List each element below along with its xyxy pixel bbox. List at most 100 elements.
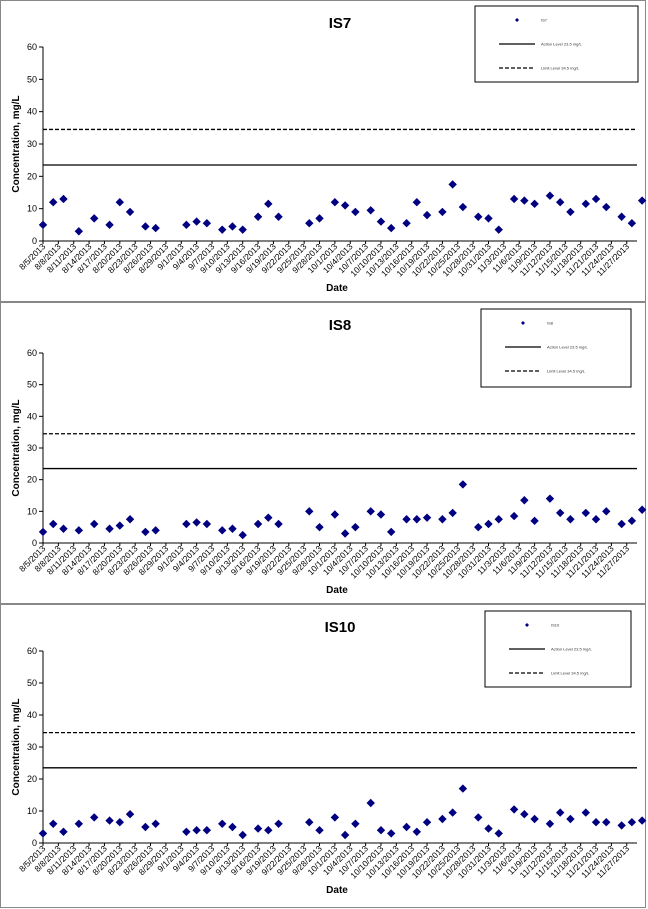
data-point [238, 225, 247, 234]
x-axis-label: Date [326, 885, 348, 896]
data-point [125, 515, 135, 524]
data-point [351, 207, 360, 217]
data-point [38, 220, 48, 230]
data-point [115, 198, 125, 207]
data-point [192, 217, 201, 226]
data-point [458, 480, 468, 489]
data-point [90, 214, 99, 223]
data-point [305, 507, 314, 516]
data-point [474, 813, 483, 822]
y-tick-label: 20 [27, 171, 37, 181]
data-point [591, 194, 601, 204]
data-point [238, 830, 247, 840]
data-point [253, 519, 263, 529]
chart-panel-is7: IS7 0 10 20 30 40 50 60 Concentration, mg/L 8/5/2… [0, 0, 647, 302]
data-point [555, 198, 565, 207]
data-point [637, 196, 647, 205]
legend-marker-swatch [521, 321, 525, 325]
data-point [581, 808, 590, 817]
data-point [192, 518, 201, 527]
data-point [340, 529, 350, 538]
data-point [591, 515, 601, 524]
legend-entry-label: Action Level 23.5 mg/L [551, 647, 592, 652]
data-point [438, 207, 447, 217]
y-axis-label: Concentration, mg/L [11, 698, 22, 795]
legend-marker-swatch [525, 623, 529, 627]
data-point [38, 829, 48, 838]
chart-panel-is8: IS8 0 10 20 30 40 50 60 Concentration, mg/L 8/5/2… [0, 302, 647, 604]
data-point [402, 822, 411, 832]
data-point [182, 519, 191, 529]
data-point [520, 196, 529, 205]
y-tick-label: 20 [27, 774, 37, 784]
data-point [105, 220, 114, 230]
data-point [141, 822, 150, 832]
data-point [228, 524, 237, 533]
data-point [105, 524, 114, 533]
data-point [264, 513, 273, 522]
data-point [49, 198, 58, 207]
data-point [402, 219, 411, 228]
data-point [484, 214, 493, 223]
data-point [351, 819, 360, 828]
y-tick-label: 20 [27, 475, 37, 485]
data-point [141, 222, 150, 231]
data-point [125, 207, 135, 217]
data-point [351, 522, 360, 532]
y-tick-label: 60 [27, 42, 37, 52]
x-axis-label: Date [326, 585, 348, 596]
data-point [253, 212, 263, 221]
data-point [74, 526, 84, 535]
data-point [566, 814, 575, 824]
data-point [125, 810, 135, 819]
y-tick-label: 30 [27, 139, 37, 149]
data-point [422, 210, 432, 220]
legend-entry-label: Action Level 23.5 mg/L [541, 42, 582, 47]
data-point [494, 829, 503, 838]
legend-entry-label: Limit Level 34.5 mg/L [541, 66, 580, 71]
data-point [305, 219, 314, 228]
data-point [555, 808, 565, 817]
data-point [602, 818, 611, 827]
data-point [202, 519, 212, 529]
y-tick-label: 10 [27, 204, 37, 214]
y-tick-label: 10 [27, 506, 37, 516]
data-point [151, 526, 160, 535]
data-point [59, 827, 68, 836]
data-point [387, 527, 396, 537]
data-point [264, 826, 273, 835]
data-point [402, 515, 411, 524]
y-axis-label: Concentration, mg/L [11, 95, 22, 192]
data-point [591, 818, 601, 827]
data-point [637, 505, 647, 514]
data-point [448, 180, 457, 189]
data-point [59, 524, 68, 533]
data-point [38, 527, 48, 537]
y-tick-label: 60 [27, 348, 37, 358]
legend-entry-label: IS7 [541, 18, 548, 23]
data-point [151, 819, 160, 828]
data-point [192, 826, 201, 835]
data-point [115, 521, 125, 530]
data-point [49, 519, 58, 529]
legend-box [480, 308, 632, 388]
data-point [330, 510, 340, 519]
y-tick-label: 0 [32, 236, 37, 246]
data-point [484, 519, 493, 529]
data-point [218, 819, 227, 828]
data-point [509, 511, 519, 521]
data-point [555, 508, 565, 518]
data-point [90, 519, 99, 529]
data-point [637, 816, 647, 825]
data-point [366, 507, 375, 516]
legend-entry-label: Action Level 23.5 mg/L [547, 345, 588, 350]
y-axis-label: Concentration, mg/L [11, 399, 22, 496]
data-point [627, 219, 637, 228]
data-point [474, 522, 483, 532]
data-point [274, 819, 283, 828]
data-point [602, 507, 611, 516]
data-point [305, 818, 314, 827]
data-point [315, 522, 324, 532]
